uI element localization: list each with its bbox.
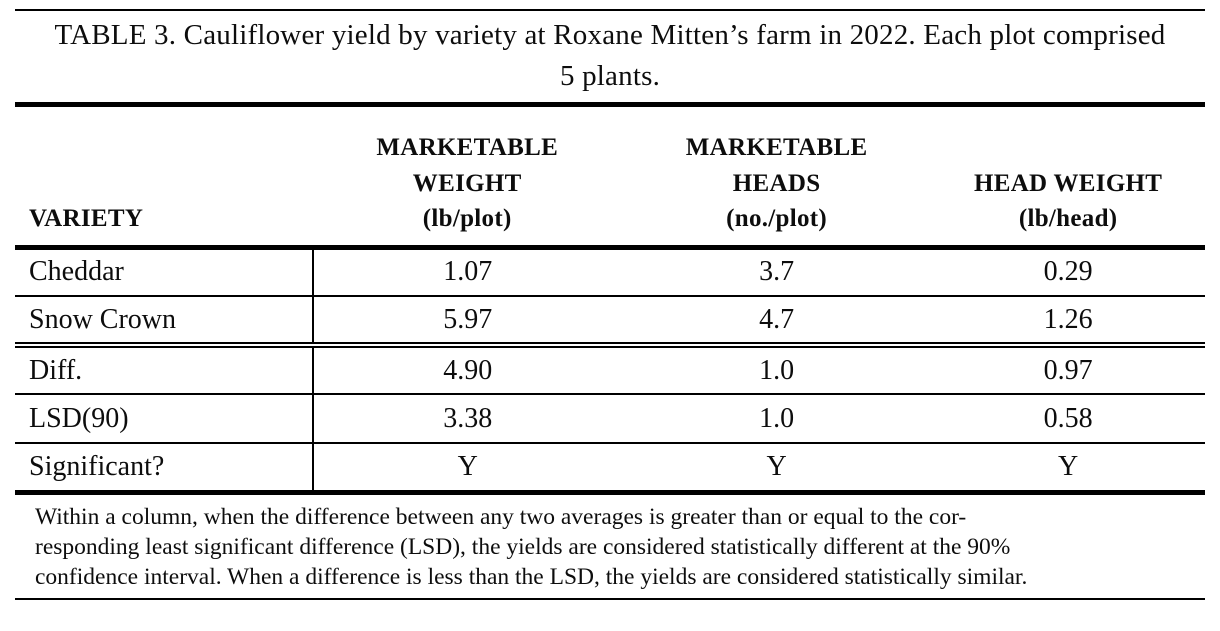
cell-marketable-heads: 4.7 bbox=[621, 296, 932, 349]
cell-marketable-heads: 3.7 bbox=[621, 247, 932, 298]
table-figure: TABLE 3. Cauliflower yield by variety at… bbox=[15, 0, 1205, 600]
cell-marketable-weight: 4.90 bbox=[312, 345, 622, 396]
column-header-head-weight: HEAD WEIGHT (lb/head) bbox=[931, 107, 1205, 250]
row-label: LSD(90) bbox=[15, 394, 314, 445]
cell-head-weight: 0.97 bbox=[931, 345, 1205, 396]
table-row-snow-crown: Snow Crown 5.97 4.7 1.26 bbox=[15, 296, 1205, 349]
cell-head-weight: 1.26 bbox=[931, 296, 1205, 349]
bottom-rule bbox=[15, 597, 1205, 600]
table-row-lsd: LSD(90) 3.38 1.0 0.58 bbox=[15, 394, 1205, 445]
table-header: VARIETY MARKETABLE WEIGHT (lb/plot) MARK… bbox=[15, 107, 1205, 250]
column-header-marketable-weight: MARKETABLE WEIGHT (lb/plot) bbox=[312, 107, 622, 250]
row-label: Significant? bbox=[15, 443, 314, 495]
column-header-variety: VARIETY bbox=[15, 107, 313, 250]
title-bottom-rule bbox=[15, 102, 1205, 108]
row-label: Snow Crown bbox=[15, 296, 314, 349]
table-title: TABLE 3. Cauliflower yield by variety at… bbox=[54, 19, 1166, 92]
table-row-diff: Diff. 4.90 1.0 0.97 bbox=[15, 345, 1205, 396]
cell-marketable-weight: Y bbox=[312, 443, 622, 495]
cell-marketable-weight: 3.38 bbox=[312, 394, 622, 445]
cell-marketable-heads: 1.0 bbox=[621, 345, 932, 396]
row-label: Diff. bbox=[15, 345, 314, 396]
cell-marketable-weight: 5.97 bbox=[312, 296, 622, 349]
cell-marketable-heads: 1.0 bbox=[621, 394, 932, 445]
cell-marketable-weight: 1.07 bbox=[312, 247, 622, 298]
cell-head-weight: 0.58 bbox=[931, 394, 1205, 445]
cauliflower-yield-table: VARIETY MARKETABLE WEIGHT (lb/plot) MARK… bbox=[15, 107, 1205, 495]
table-footnote: Within a column, when the difference bet… bbox=[35, 503, 1028, 590]
top-rule bbox=[15, 9, 1205, 11]
column-header-marketable-heads: MARKETABLE HEADS (no./plot) bbox=[621, 107, 932, 250]
header-row: VARIETY MARKETABLE WEIGHT (lb/plot) MARK… bbox=[15, 107, 1205, 250]
table-body: Cheddar 1.07 3.7 0.29 Snow Crown 5.97 4.… bbox=[15, 247, 1205, 495]
cell-head-weight: 0.29 bbox=[931, 247, 1205, 298]
table-row-significant: Significant? Y Y Y bbox=[15, 443, 1205, 495]
cell-head-weight: Y bbox=[931, 443, 1205, 495]
cell-marketable-heads: Y bbox=[621, 443, 932, 495]
table-row-cheddar: Cheddar 1.07 3.7 0.29 bbox=[15, 247, 1205, 298]
row-label: Cheddar bbox=[15, 247, 314, 298]
